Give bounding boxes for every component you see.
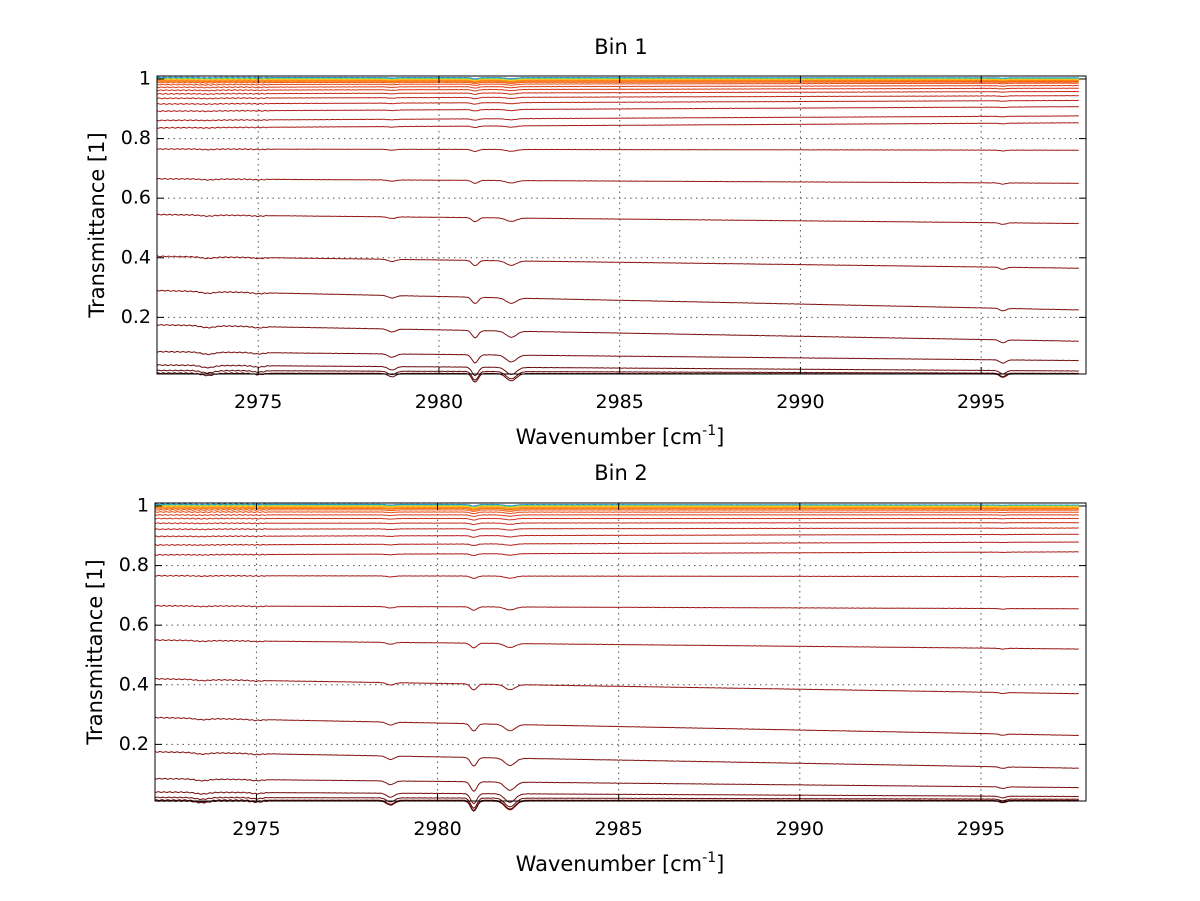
series-line (154, 750, 1079, 769)
series-line (156, 99, 1079, 106)
y-tick-label: 0.6 (119, 614, 149, 636)
series-line (154, 716, 1079, 737)
y-tick-label: 1 (137, 494, 149, 516)
plot-panel-bin-1: Bin 1 2975 2980 2985 2990 2995 0.2 0.4 0… (85, 35, 1087, 449)
x-tick-label: 2975 (234, 391, 282, 413)
plot-panel-bin-2: Bin 2 2975 2980 2985 2990 2995 0.2 0.4 0… (83, 461, 1087, 876)
series-line (154, 507, 1079, 511)
series-line (154, 513, 1079, 517)
series-line (154, 504, 1079, 508)
series-line (156, 79, 1079, 83)
plot-title: Bin 1 (594, 35, 648, 59)
series-line (156, 213, 1079, 225)
series-line (156, 77, 1079, 80)
series-line (154, 533, 1079, 538)
series-line (156, 350, 1079, 364)
x-tick-labels: 2975 2980 2985 2990 2995 (232, 818, 1005, 840)
x-axis-label-text: Wavenumber [cm (516, 852, 702, 876)
x-axis-label: Wavenumber [cm-1] (516, 850, 725, 876)
series-line (156, 82, 1079, 86)
series-line (154, 677, 1079, 695)
y-axis-label: Transmittance [1] (85, 132, 109, 318)
series-line (154, 791, 1079, 805)
x-tick-label: 2980 (413, 818, 461, 840)
y-tick-label: 0.2 (119, 733, 149, 755)
series-line (154, 551, 1079, 557)
series-line (156, 364, 1079, 377)
series-line (156, 289, 1079, 312)
x-axis-label-superscript: -1 (702, 850, 716, 866)
series-line (154, 639, 1079, 650)
y-tick-label: 0.8 (119, 554, 149, 576)
y-axis-label: Transmittance [1] (83, 559, 107, 745)
y-tick-labels: 0.2 0.4 0.6 0.8 1 (121, 67, 151, 327)
x-tick-label: 2975 (232, 818, 280, 840)
y-tick-label: 0.4 (121, 246, 151, 268)
x-tick-label: 2990 (776, 391, 824, 413)
y-tick-label: 0.2 (121, 306, 151, 328)
series-line (155, 508, 1079, 512)
y-tick-label: 0.6 (121, 187, 151, 209)
x-axis-label-text: Wavenumber [cm (516, 425, 702, 449)
x-tick-label: 2990 (776, 818, 824, 840)
y-tick-label: 0.8 (121, 127, 151, 149)
series-line (154, 505, 1079, 509)
series-line (156, 87, 1079, 92)
series-line (154, 503, 1079, 508)
series-line (156, 148, 1079, 153)
series-line (154, 777, 1079, 792)
series-line (156, 369, 1079, 381)
plot-title: Bin 2 (594, 461, 648, 485)
series-line (154, 517, 1079, 521)
series-line (154, 527, 1079, 531)
axes-box (154, 502, 1087, 802)
x-tick-label: 2995 (957, 818, 1005, 840)
series-line (154, 799, 1079, 812)
tick-marks (155, 503, 1086, 801)
series-line (156, 115, 1079, 122)
x-tick-labels: 2975 2980 2985 2990 2995 (234, 391, 1005, 413)
x-axis-label-superscript: -1 (702, 423, 716, 439)
series-line (157, 81, 1079, 85)
series-line (154, 574, 1079, 580)
y-tick-label: 0.4 (119, 673, 149, 695)
series-line (156, 90, 1079, 96)
tick-marks (157, 76, 1086, 374)
x-tick-label: 2995 (957, 391, 1005, 413)
x-axis-label-end: ] (716, 852, 724, 876)
x-axis-label: Wavenumber [cm-1] (516, 423, 725, 449)
series-line (154, 506, 1079, 510)
x-tick-label: 2985 (595, 818, 643, 840)
series-line (154, 522, 1079, 526)
series-group (154, 503, 1079, 812)
series-line (156, 323, 1079, 344)
series-line (154, 604, 1079, 611)
series-line (156, 255, 1079, 270)
series-line (156, 80, 1079, 84)
x-tick-label: 2985 (596, 391, 644, 413)
series-line (154, 510, 1079, 515)
x-tick-label: 2980 (415, 391, 463, 413)
series-group (156, 76, 1079, 383)
y-tick-label: 1 (139, 67, 151, 89)
x-axis-label-end: ] (716, 425, 724, 449)
axes-box (156, 75, 1087, 375)
series-line (156, 95, 1079, 100)
y-tick-labels: 0.2 0.4 0.6 0.8 1 (119, 494, 149, 754)
series-line (156, 84, 1079, 89)
series-line (154, 796, 1079, 809)
series-line (156, 122, 1079, 129)
series-line (156, 106, 1079, 113)
series-line (156, 177, 1079, 185)
series-line (154, 541, 1079, 547)
